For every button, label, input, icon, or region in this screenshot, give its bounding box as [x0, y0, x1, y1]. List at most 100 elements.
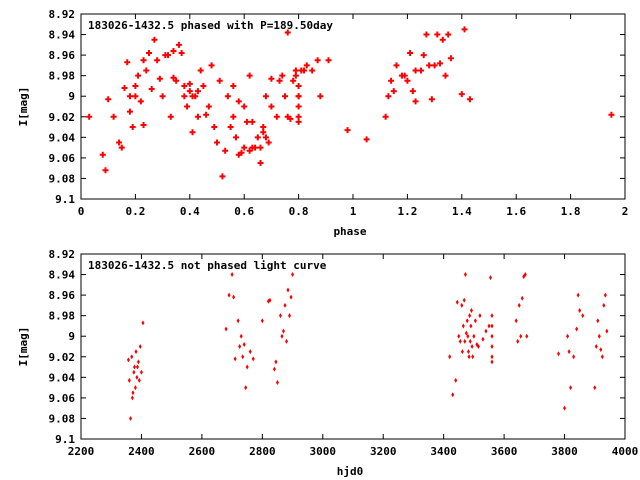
data-point [175, 41, 182, 48]
x-tick-label: 2200 [68, 445, 95, 458]
data-point [235, 98, 242, 105]
data-point [437, 60, 444, 67]
data-point [404, 77, 411, 84]
data-point [238, 149, 245, 156]
data-point [105, 96, 112, 103]
data-point [388, 77, 395, 84]
data-point [159, 93, 166, 100]
data-point [469, 308, 473, 314]
data-point [390, 88, 397, 95]
y-tick-label: 8.92 [49, 248, 76, 261]
data-point [131, 390, 135, 396]
x-tick-label: 0.8 [289, 205, 309, 218]
data-point [278, 313, 282, 319]
data-point [126, 108, 133, 115]
data-point [129, 124, 136, 131]
data-point [268, 103, 275, 110]
x-tick-label: 0.4 [180, 205, 200, 218]
y-tick-label: 9.08 [49, 412, 76, 425]
data-point [473, 318, 477, 324]
data-point [244, 385, 248, 391]
data-point [490, 359, 494, 365]
data-point [514, 318, 518, 324]
light-curve-plot-title: 183026-1432.5 not phased light curve [88, 259, 327, 272]
data-point [603, 292, 607, 298]
data-point [205, 103, 212, 110]
data-point [423, 31, 430, 38]
data-point [481, 336, 485, 342]
data-point [137, 98, 144, 105]
light-curve-plot-frame [80, 253, 626, 440]
data-point [165, 52, 172, 59]
data-point [418, 67, 424, 74]
y-tick-label: 9.04 [49, 371, 76, 384]
y-tick-label: 8.96 [49, 49, 76, 62]
y-tick-label: 9.04 [49, 131, 76, 144]
data-point [284, 113, 291, 120]
data-point [407, 50, 414, 57]
y-tick-label: 8.94 [49, 269, 76, 282]
data-point [140, 57, 147, 64]
data-point [242, 341, 246, 347]
data-point [236, 318, 240, 324]
data-point [301, 67, 308, 74]
data-point [575, 326, 579, 332]
data-point [181, 93, 188, 100]
data-point [602, 302, 606, 308]
data-point [295, 93, 302, 100]
data-point [173, 77, 180, 84]
data-point [136, 364, 140, 370]
data-point [487, 323, 491, 329]
data-point [465, 318, 469, 324]
data-point [136, 359, 140, 365]
data-point [309, 67, 316, 74]
data-point [290, 77, 297, 84]
data-point [181, 82, 188, 89]
data-point [428, 96, 435, 103]
data-point [451, 392, 455, 398]
data-point [239, 333, 243, 339]
x-tick-label: 0.2 [125, 205, 145, 218]
light-curve-plot: 2200 2400 2600 2800 3000 3200 3400 3600 3800 4000… [17, 248, 638, 478]
y-tick-label: 8.98 [49, 310, 76, 323]
data-point [471, 354, 475, 360]
data-point [233, 356, 237, 362]
x-tick-label: 3800 [551, 445, 578, 458]
data-point [260, 129, 267, 136]
data-point [578, 308, 582, 314]
data-point [99, 151, 106, 158]
phased-plot-frame [80, 13, 626, 200]
data-point [458, 338, 462, 344]
x-tick-label: 1.2 [397, 205, 417, 218]
data-point [208, 62, 215, 69]
data-point [189, 129, 196, 136]
data-point [135, 374, 139, 380]
data-point [268, 75, 275, 82]
data-point [467, 354, 471, 360]
data-point [567, 349, 571, 355]
data-point [265, 139, 272, 146]
data-point [133, 385, 137, 391]
data-point [203, 111, 210, 118]
data-point [143, 67, 150, 74]
data-point [200, 82, 207, 89]
data-point [275, 379, 279, 385]
data-point [194, 113, 201, 120]
data-point [260, 318, 264, 324]
data-point [292, 72, 299, 79]
data-point [476, 344, 480, 349]
y-tick-label: 8.92 [49, 8, 76, 21]
data-point [170, 48, 177, 54]
data-point [241, 103, 248, 110]
data-point [295, 113, 302, 120]
data-point [134, 349, 138, 355]
data-point [519, 333, 523, 339]
data-point [276, 77, 283, 84]
data-point [118, 144, 125, 151]
x-tick-label: 2400 [128, 445, 155, 458]
data-point [468, 338, 472, 344]
data-point [219, 173, 226, 180]
data-point [170, 74, 177, 81]
data-point [412, 67, 419, 74]
y-tick-label: 8.96 [49, 289, 76, 302]
